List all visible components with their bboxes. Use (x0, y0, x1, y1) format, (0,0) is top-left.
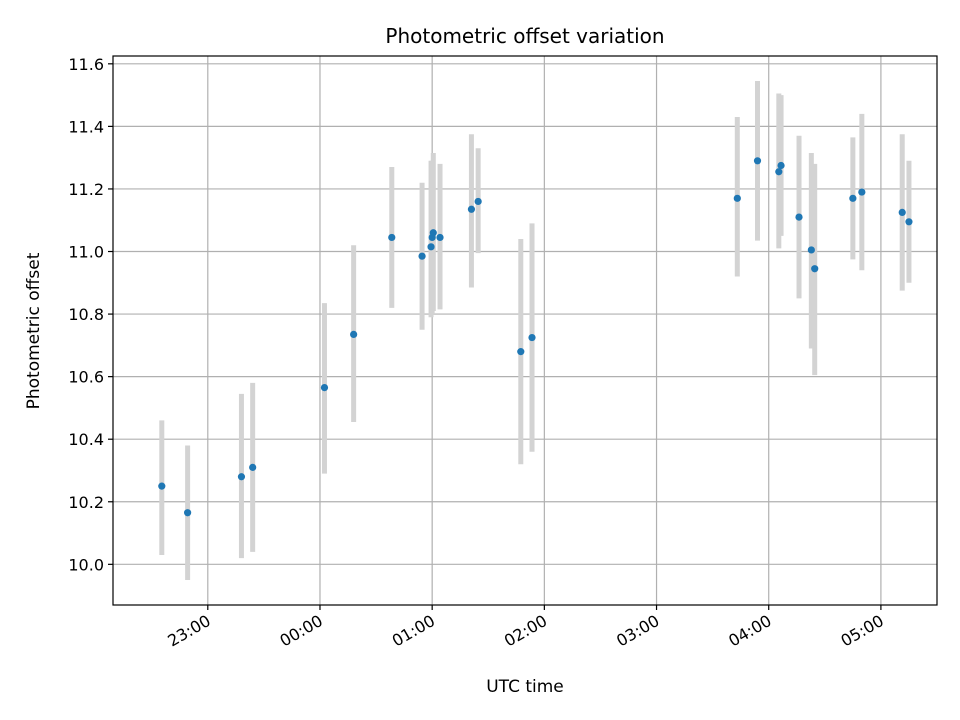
y-tick-label: 10.4 (68, 430, 104, 449)
chart-title: Photometric offset variation (385, 24, 664, 48)
y-tick-label: 10.0 (68, 555, 104, 574)
data-point (753, 157, 762, 165)
data-point (858, 188, 866, 196)
data-point (249, 463, 257, 471)
data-point (237, 473, 246, 481)
data-point (733, 194, 741, 202)
data-points (158, 157, 913, 517)
y-tick-label: 11.0 (68, 243, 104, 262)
data-point (807, 246, 815, 254)
y-tick-label: 11.4 (68, 117, 104, 136)
data-point (184, 509, 192, 517)
y-tick-label: 10.6 (68, 368, 104, 387)
y-tick-label: 10.8 (68, 305, 104, 324)
data-point (898, 208, 906, 217)
data-point (905, 218, 913, 226)
data-point (517, 348, 525, 356)
y-tick-label: 10.2 (68, 493, 104, 512)
data-point (777, 161, 785, 170)
data-point (320, 383, 329, 392)
y-tick-label: 11.2 (68, 180, 104, 199)
data-point (528, 333, 536, 342)
data-point (467, 205, 476, 213)
data-point (418, 252, 426, 260)
grid-lines (113, 56, 937, 605)
data-point (474, 197, 482, 206)
data-point (849, 194, 857, 202)
data-point (350, 330, 358, 339)
data-point (158, 482, 166, 490)
y-axis-label: Photometric offset (24, 252, 44, 409)
plot-frame (112, 55, 938, 606)
data-point (775, 168, 783, 176)
data-point (795, 213, 803, 221)
data-point (811, 265, 819, 273)
y-axis-ticks: 10.0 10.2 10.4 10.6 10.8 11.0 11.2 11.4 11.6 (68, 55, 113, 574)
data-point (427, 243, 435, 251)
x-axis-label: UTC time (486, 677, 564, 697)
data-point (388, 233, 396, 242)
data-point (429, 229, 437, 237)
y-tick-label: 11.6 (68, 55, 104, 74)
data-point (436, 233, 444, 242)
